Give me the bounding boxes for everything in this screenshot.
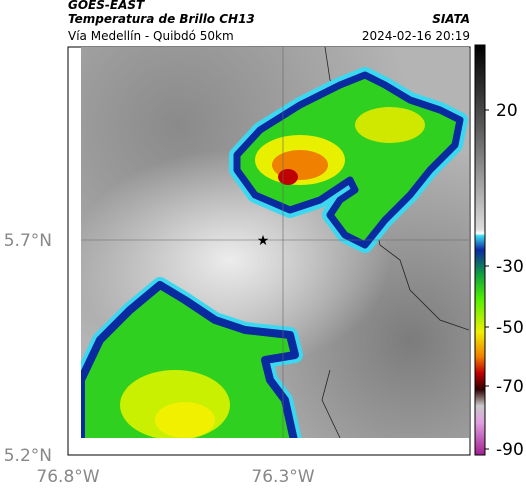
lon-label: 76.3°W [251, 467, 314, 487]
colorbar-label: -30 [496, 257, 524, 277]
colorbar-ticks [485, 109, 489, 450]
cloud-southwest [81, 277, 303, 438]
lat-label: 5.2°N [4, 446, 52, 466]
colorbar-label: 20 [496, 101, 518, 121]
subtitle: Vía Medellín - Quibdó 50km [68, 29, 234, 43]
datetime: 2024-02-16 20:19 [362, 29, 470, 43]
svg-text:★: ★ [257, 233, 270, 249]
colorbar [474, 44, 486, 456]
title: Temperatura de Brillo CH13 [68, 12, 255, 26]
colorbar-label: -90 [496, 440, 524, 460]
colorbar-label: -70 [496, 377, 524, 397]
lon-label: 76.8°W [36, 467, 99, 487]
lat-label: 5.7°N [4, 231, 52, 251]
source: GOES-EAST [68, 0, 145, 12]
agency: SIATA [432, 12, 470, 26]
cloud-north [229, 67, 468, 253]
colorbar-label: -50 [496, 318, 524, 338]
satellite-image: ★ [81, 47, 469, 438]
